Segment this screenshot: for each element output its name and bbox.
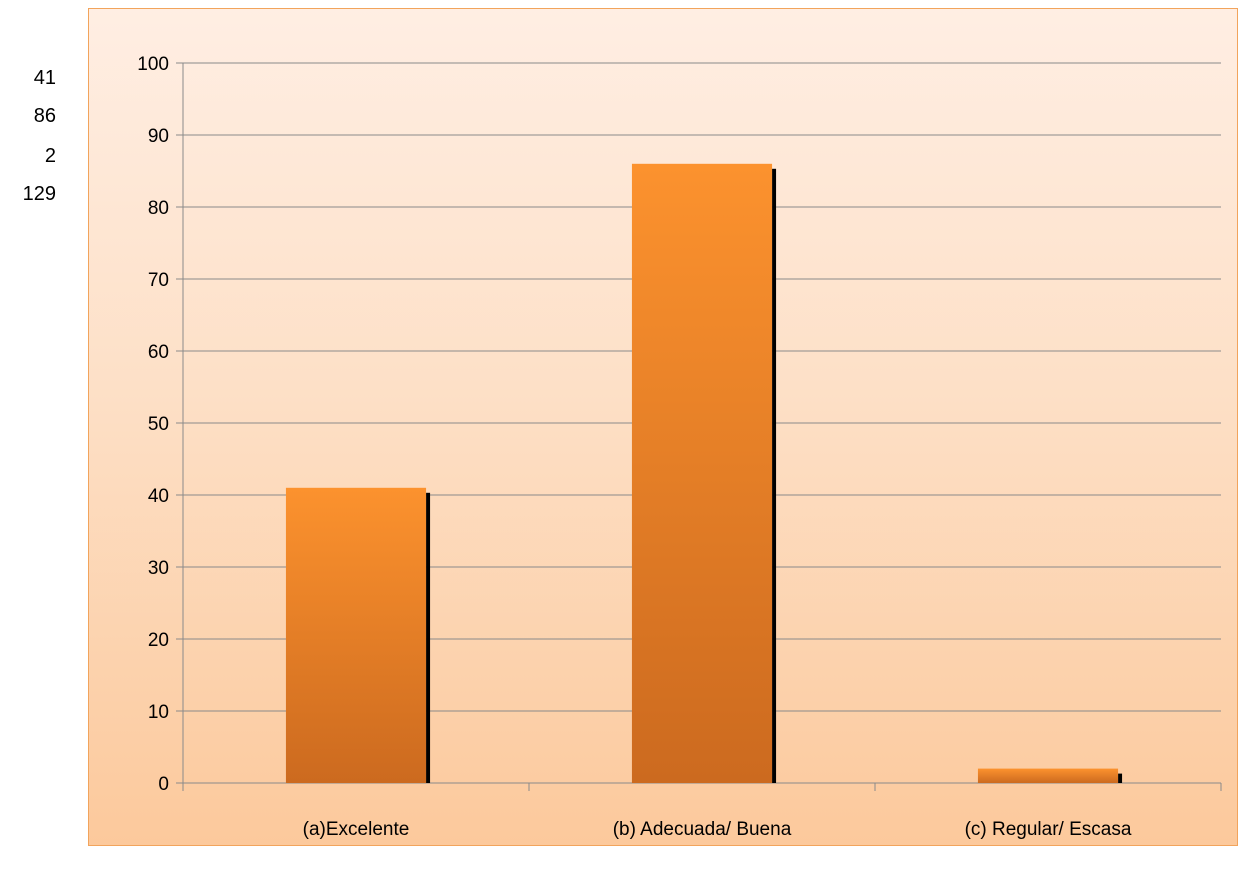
x-category-label: (a)Excelente (303, 819, 410, 840)
x-category-label: (b) Adecuada/ Buena (613, 819, 792, 840)
side-value: 86 (33, 105, 56, 127)
side-value: 2 (44, 145, 56, 167)
y-tick-label: 10 (148, 702, 169, 723)
bar-shadow (772, 168, 777, 784)
y-tick-label: 30 (148, 558, 169, 579)
chart-area: 0 10 20 30 40 50 60 70 80 90 100 (a)Excelente (b) Ad… (88, 8, 1238, 846)
y-tick-label: 60 (148, 342, 169, 363)
y-tick-label: 20 (148, 630, 169, 651)
y-tick-label: 90 (148, 126, 169, 147)
bar (285, 487, 427, 783)
side-value: 41 (33, 67, 56, 89)
bar-chart: 0 10 20 30 40 50 60 70 80 90 100 (a)Excelente (b) Ad… (137, 54, 1222, 840)
y-tick-label: 70 (148, 270, 169, 291)
x-category-label: (c) Regular/ Escasa (965, 819, 1132, 840)
bar (631, 163, 773, 784)
y-tick-label: 50 (148, 414, 169, 435)
bar-shadow (426, 492, 431, 783)
bar (977, 768, 1119, 783)
y-tick-label: 100 (137, 54, 169, 75)
y-tick-label: 80 (148, 198, 169, 219)
y-tick-label: 0 (158, 774, 169, 795)
side-value: 129 (22, 183, 56, 205)
bar-shadow (1118, 773, 1123, 783)
y-tick-label: 40 (148, 486, 169, 507)
